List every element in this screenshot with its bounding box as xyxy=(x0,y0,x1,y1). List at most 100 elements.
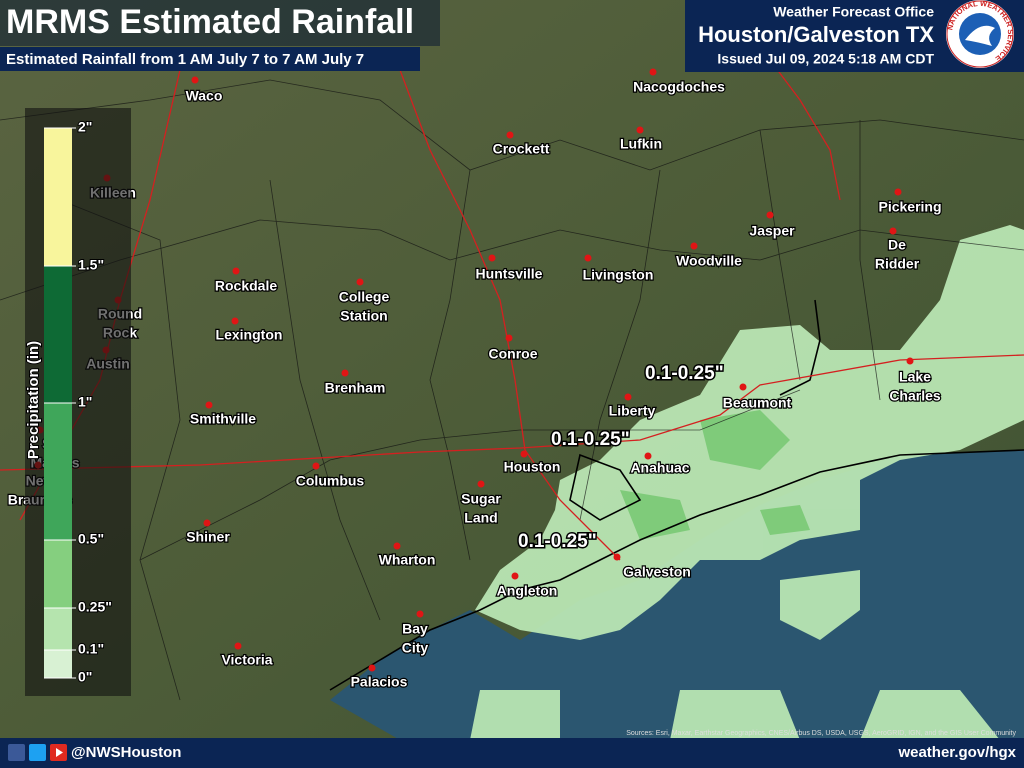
city-label: De xyxy=(888,237,906,253)
city-dot xyxy=(636,126,644,134)
annotation: 0.1-0.25" xyxy=(518,531,597,552)
city-dot xyxy=(393,542,401,550)
city-dot xyxy=(477,480,485,488)
attribution: Sources: Esri, Maxar, Earthstar Geograph… xyxy=(626,730,1016,737)
city-label: Galveston xyxy=(623,564,691,580)
city-label: Palacios xyxy=(351,674,408,690)
city-label: Livingston xyxy=(583,267,654,283)
city-label: Huntsville xyxy=(476,266,543,282)
city-dot xyxy=(649,68,657,76)
legend-swatch xyxy=(44,540,72,608)
city-dot xyxy=(506,131,514,139)
logo-ring xyxy=(946,0,1014,68)
logo-tornado xyxy=(965,25,995,46)
city-dot xyxy=(690,242,698,250)
legend-tick-label: 1.5" xyxy=(78,257,104,273)
coastline xyxy=(329,299,1024,691)
city-dot xyxy=(766,211,774,219)
rain-area xyxy=(620,410,810,540)
issued: Issued Jul 09, 2024 5:18 AM CDT xyxy=(717,51,934,67)
city-dot xyxy=(584,254,592,262)
city-label: College xyxy=(339,289,390,305)
city-label: Beaumont xyxy=(723,395,792,411)
city-label: Bay xyxy=(402,621,428,637)
city-dot xyxy=(624,393,632,401)
city-label: Charles xyxy=(889,388,941,404)
city-label: Columbus xyxy=(296,473,365,489)
legend-swatch xyxy=(44,266,72,403)
office-label: Weather Forecast Office xyxy=(773,4,934,20)
city-dot xyxy=(511,572,519,580)
city-dot xyxy=(205,401,213,409)
city-label: Houston xyxy=(504,459,561,475)
city-dot xyxy=(739,383,747,391)
city-label: Angleton xyxy=(497,583,558,599)
city-dot xyxy=(644,452,652,460)
city-dot xyxy=(613,553,621,561)
legend-tick-label: 0.25" xyxy=(78,599,112,615)
legend-swatch xyxy=(44,650,72,678)
city-label: Shiner xyxy=(186,529,230,545)
youtube-play xyxy=(56,748,63,757)
legend-tick-label: 2" xyxy=(78,119,92,135)
legend: 0" 0.1" 0.25" 0.5" 1" 1.5" 2" xyxy=(44,118,113,686)
city-label: Liberty xyxy=(609,403,656,419)
city-label: Anahuac xyxy=(630,460,689,476)
social-handle[interactable]: @NWSHouston xyxy=(71,744,181,761)
annotations: 0.1-0.25" 0.1-0.25" 0.1-0.25" xyxy=(517,362,726,554)
city-dot xyxy=(889,227,897,235)
city-label: Waco xyxy=(186,88,223,104)
city-dot xyxy=(231,317,239,325)
legend-box xyxy=(25,108,131,696)
title: MRMS Estimated Rainfall xyxy=(6,3,414,41)
title-bg xyxy=(0,0,440,46)
city-label: Crockett xyxy=(493,141,550,157)
legend-title: Precipitation (in) xyxy=(25,341,42,459)
website[interactable]: weather.gov/hgx xyxy=(897,744,1016,761)
city-label: Lufkin xyxy=(620,136,662,152)
city-dot xyxy=(312,462,320,470)
legend-tick-label: 0" xyxy=(78,669,92,685)
facebook-icon[interactable] xyxy=(8,744,25,761)
office: Houston/Galveston TX xyxy=(698,22,934,47)
city-label: Lake xyxy=(899,369,931,385)
city-dot xyxy=(894,188,902,196)
city-label: Wharton xyxy=(379,552,436,568)
city-label: Sugar xyxy=(461,491,501,507)
legend-tick-label: 0.1" xyxy=(78,641,104,657)
city-dot xyxy=(234,642,242,650)
city-dot xyxy=(191,76,199,84)
city-dot xyxy=(416,610,424,618)
city-label: Lexington xyxy=(216,327,283,343)
city-dot xyxy=(356,278,364,286)
city-label: Victoria xyxy=(221,652,272,668)
city-label: Conroe xyxy=(489,346,538,362)
city-dot xyxy=(203,519,211,527)
city-dot xyxy=(520,450,528,458)
city-label: City xyxy=(402,640,429,656)
twitter-icon[interactable] xyxy=(29,744,46,761)
city-label: Woodville xyxy=(676,253,742,269)
annotation: 0.1-0.25" xyxy=(645,363,724,384)
city-dot xyxy=(906,357,914,365)
legend-swatch xyxy=(44,128,72,266)
legend-swatch xyxy=(44,403,72,540)
city-label: Station xyxy=(340,308,387,324)
city-label: Land xyxy=(464,510,497,526)
subtitle: Estimated Rainfall from 1 AM July 7 to 7… xyxy=(6,51,364,68)
city-label: Pickering xyxy=(878,199,941,215)
city-label: Nacogdoches xyxy=(633,79,725,95)
legend-tick-label: 0.5" xyxy=(78,531,104,547)
legend-tick-label: 1" xyxy=(78,394,92,410)
city-dot xyxy=(341,369,349,377)
city-label: Brenham xyxy=(325,380,386,396)
city-dot xyxy=(505,334,513,342)
city-dot xyxy=(488,254,496,262)
city-dot xyxy=(368,664,376,672)
city-label: Ridder xyxy=(875,256,920,272)
city-label: Jasper xyxy=(749,223,795,239)
city-label: Rockdale xyxy=(215,278,277,294)
city-label: Smithville xyxy=(190,411,256,427)
annotation: 0.1-0.25" xyxy=(551,429,630,450)
